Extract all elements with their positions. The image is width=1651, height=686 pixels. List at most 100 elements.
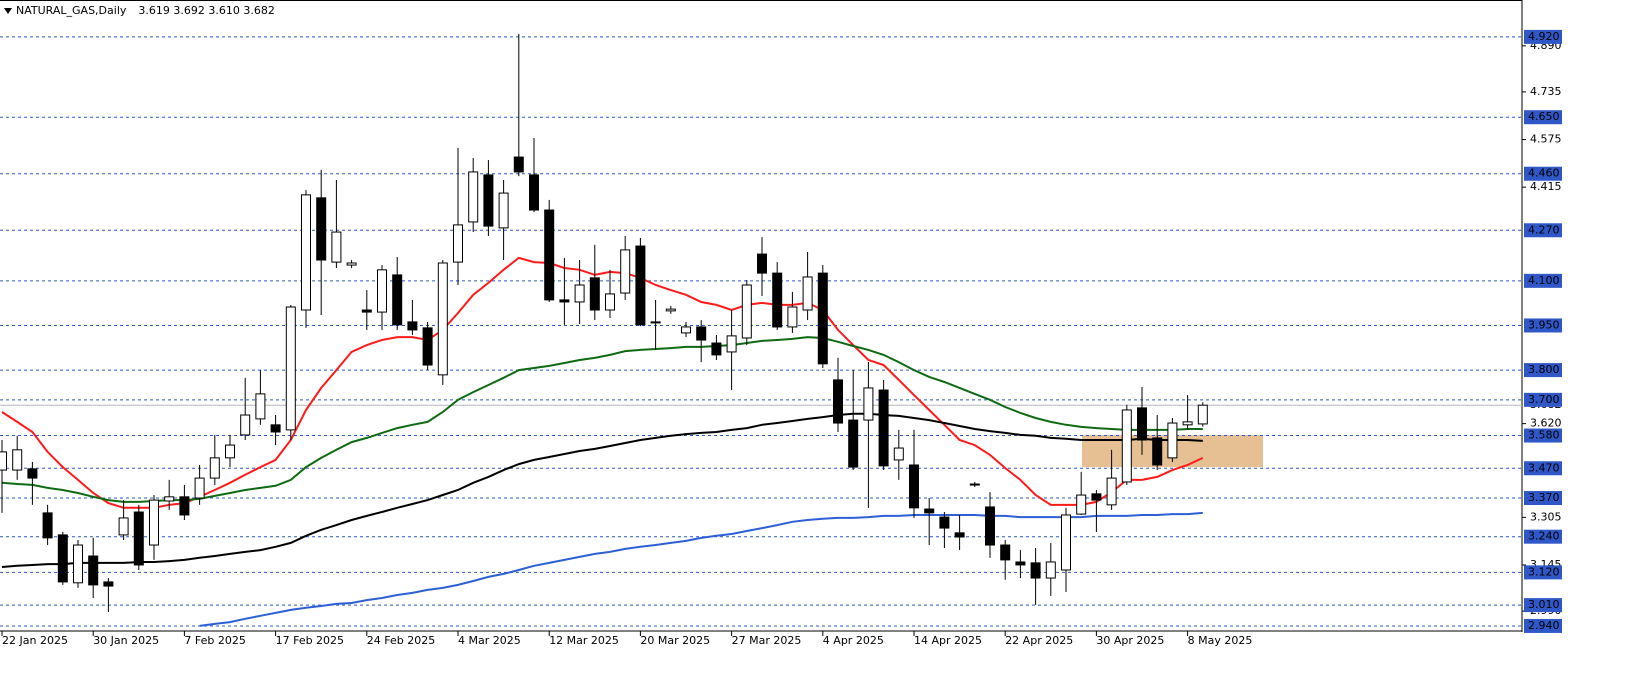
x-tick-label: 27 Mar 2025	[732, 634, 802, 647]
y-tick-label: 4.575	[1530, 133, 1562, 146]
candle-body	[316, 197, 327, 261]
candle-body	[589, 277, 600, 311]
x-tick-label: 22 Jan 2025	[2, 634, 68, 647]
x-tick-label: 30 Apr 2025	[1096, 634, 1164, 647]
x-tick-label: 17 Feb 2025	[276, 634, 344, 647]
level-label-box	[1524, 565, 1562, 580]
candle-body	[939, 516, 950, 529]
level-label: 3.470	[1528, 461, 1560, 474]
candle-body	[985, 506, 995, 546]
candle-body	[361, 309, 372, 313]
y-tick-label: 4.415	[1530, 180, 1562, 193]
level-label: 4.650	[1528, 110, 1560, 123]
x-tick-label: 4 Mar 2025	[458, 634, 521, 647]
candle-body	[954, 532, 965, 538]
level-label: 3.120	[1528, 565, 1560, 578]
level-label-box	[1524, 29, 1562, 44]
level-label-box	[1524, 110, 1562, 125]
candle-body	[513, 156, 524, 173]
candle-body	[437, 262, 448, 376]
candle-body	[878, 389, 889, 467]
candle-body	[392, 274, 403, 326]
x-tick-label: 8 May 2025	[1188, 634, 1253, 647]
candle-body	[1167, 422, 1178, 459]
candle-body	[924, 508, 935, 514]
chart-title: NATURAL_GAS,Daily 3.619 3.692 3.610 3.682	[16, 4, 275, 17]
candle-body	[164, 496, 175, 502]
y-tick-label: 4.735	[1530, 85, 1562, 98]
candle-body	[681, 326, 691, 334]
level-label: 3.010	[1528, 598, 1560, 611]
candle-body	[635, 245, 646, 326]
level-label-box	[1524, 392, 1562, 407]
candle-body	[103, 581, 114, 587]
candle-body	[1030, 562, 1041, 579]
candle-body	[1015, 561, 1026, 566]
x-tick-label: 22 Apr 2025	[1005, 634, 1073, 647]
level-label-box	[1524, 618, 1562, 633]
level-label-box	[1524, 166, 1562, 181]
candle-body	[194, 477, 205, 499]
candle-body	[711, 342, 722, 356]
candle-body	[544, 209, 555, 301]
candle-body	[179, 496, 190, 516]
candle-body	[741, 284, 752, 339]
level-label: 3.950	[1528, 318, 1560, 331]
candle-body	[909, 464, 919, 509]
candle-body	[498, 192, 509, 229]
candle-body	[650, 321, 661, 324]
candle-body	[802, 276, 813, 311]
symbol-title: NATURAL_GAS,Daily	[16, 4, 127, 17]
candle-body	[377, 269, 387, 313]
candle-body	[848, 419, 859, 468]
level-label: 4.460	[1528, 167, 1560, 180]
level-label: 3.370	[1528, 491, 1560, 504]
x-tick-label: 30 Jan 2025	[93, 634, 159, 647]
candle-body	[468, 171, 479, 223]
level-label: 3.700	[1528, 393, 1560, 406]
x-tick-label: 24 Feb 2025	[367, 634, 435, 647]
candle-body	[240, 414, 251, 436]
level-label: 4.100	[1528, 274, 1560, 287]
candle-body	[133, 511, 144, 566]
candle-body	[301, 194, 311, 311]
level-label-box	[1524, 318, 1562, 333]
title-marker	[4, 8, 12, 14]
candle-body	[833, 379, 843, 424]
candle-body	[12, 449, 23, 471]
level-label-box	[1524, 428, 1562, 443]
ohlc-readout: 3.619 3.692 3.610 3.682	[138, 4, 274, 17]
x-tick-label: 14 Apr 2025	[914, 634, 982, 647]
candle-body	[863, 387, 874, 421]
level-label: 4.270	[1528, 223, 1560, 236]
candle-body	[453, 224, 463, 263]
candle-body	[574, 284, 585, 303]
candle-body	[529, 174, 539, 211]
candle-body	[665, 308, 676, 312]
candle-body	[346, 262, 357, 266]
candle-body	[1045, 561, 1056, 579]
candle-body	[407, 321, 418, 331]
plot-area: 4.8904.7354.5754.4153.6203.3053.1452.990…	[0, 0, 1562, 647]
moving-average	[1, 412, 1203, 568]
candle-body	[1076, 494, 1087, 515]
candle-body	[969, 483, 980, 486]
candle-body	[149, 499, 159, 546]
x-tick-label: 20 Mar 2025	[640, 634, 710, 647]
candle-body	[1091, 493, 1102, 501]
candle-body	[1137, 407, 1147, 441]
candle-body	[0, 451, 7, 471]
candle-body	[1106, 477, 1117, 506]
level-label-box	[1524, 491, 1562, 506]
y-tick-label: 3.305	[1530, 510, 1562, 523]
candle-body	[893, 447, 904, 461]
candle-body	[27, 468, 38, 479]
candle-body	[42, 512, 53, 539]
level-label: 2.940	[1528, 619, 1560, 632]
level-label: 4.920	[1528, 30, 1560, 43]
candle-body	[1182, 421, 1193, 426]
candle-body	[483, 174, 494, 227]
candle-body	[772, 272, 783, 328]
